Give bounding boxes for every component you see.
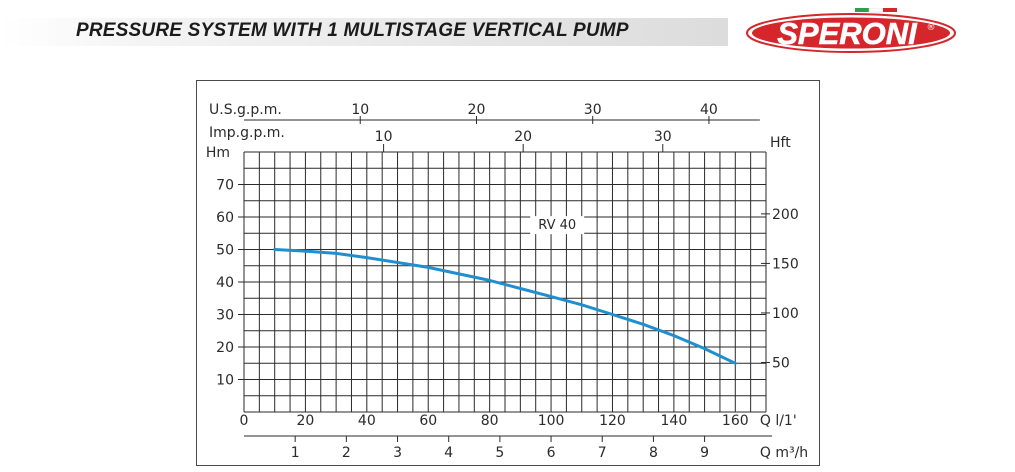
x-impgpm-axis-label: Imp.g.p.m. xyxy=(209,125,285,141)
x-impgpm-tick-label: 20 xyxy=(514,129,532,145)
y-left-tick-label: 70 xyxy=(216,178,234,194)
y-right-tick-label: 150 xyxy=(772,256,799,272)
y-right-tick-label: 200 xyxy=(772,207,799,223)
y-right-tick-label: 50 xyxy=(772,355,790,371)
y-left-tick-label: 50 xyxy=(216,243,234,259)
x-usgpm-tick-label: 40 xyxy=(700,102,718,118)
chart-frame: 10 20 30 40 50 60 70 Hm 50 100 150 200 Hft 0 20 40 60 80 1… xyxy=(196,80,820,466)
y-left-axis-label: Hm xyxy=(206,145,230,161)
curve-label-rv40: RV 40 xyxy=(538,218,576,233)
x-lmin-tick-label: 20 xyxy=(296,413,314,429)
annotation-box xyxy=(530,216,585,235)
flag-green xyxy=(855,8,869,12)
x-lmin-tick-label: 100 xyxy=(538,413,565,429)
flag-red xyxy=(883,8,897,12)
x-m3h-tick-label: 8 xyxy=(649,445,658,461)
speroni-logo: SPERONI ® xyxy=(746,8,956,53)
x-usgpm-tick-label: 10 xyxy=(351,102,369,118)
y-left-tick-label: 20 xyxy=(216,340,234,356)
logo-text: SPERONI xyxy=(777,16,918,51)
x-m3h-tick-label: 9 xyxy=(700,445,709,461)
x-m3h-tick-label: 5 xyxy=(495,445,504,461)
y-left-tick-label: 30 xyxy=(216,308,234,324)
y-left-tick-label: 10 xyxy=(216,373,234,389)
performance-chart: 10 20 30 40 50 60 70 Hm 50 100 150 200 Hft 0 20 40 60 80 1… xyxy=(206,102,808,461)
x-usgpm-tick-label: 30 xyxy=(584,102,602,118)
x-m3h-tick-label: 3 xyxy=(393,445,402,461)
x-usgpm-axis-label: U.S.g.p.m. xyxy=(209,102,282,118)
x-impgpm-tick-label: 10 xyxy=(375,129,393,145)
x-lmin-tick-label: 60 xyxy=(419,413,437,429)
y-left-tick-label: 40 xyxy=(216,275,234,291)
x-lmin-tick-label: 0 xyxy=(240,413,249,429)
x-m3h-axis-label: Q m³/h xyxy=(760,445,808,461)
x-lmin-axis-label: Q l/1' xyxy=(760,413,797,429)
y-left-tick-label: 60 xyxy=(216,210,234,226)
flag-white xyxy=(868,8,884,13)
header-band xyxy=(0,18,728,46)
x-usgpm-tick-label: 20 xyxy=(468,102,486,118)
x-lmin-tick-label: 160 xyxy=(722,413,749,429)
x-m3h-tick-label: 2 xyxy=(342,445,351,461)
x-m3h-tick-label: 7 xyxy=(598,445,607,461)
logo-oval-inner xyxy=(752,17,950,49)
x-m3h-tick-label: 6 xyxy=(547,445,556,461)
y-right-tick-label: 100 xyxy=(772,306,799,322)
x-impgpm-tick-label: 30 xyxy=(654,129,672,145)
x-lmin-tick-label: 120 xyxy=(599,413,626,429)
x-lmin-tick-label: 40 xyxy=(358,413,376,429)
x-lmin-tick-label: 80 xyxy=(481,413,499,429)
logo-registered-mark: ® xyxy=(927,23,936,33)
series-line-rv40 xyxy=(273,248,737,365)
x-m3h-tick-label: 4 xyxy=(444,445,453,461)
page-title: PRESSURE SYSTEM WITH 1 MULTISTAGE VERTIC… xyxy=(76,20,629,41)
y-right-axis-label: Hft xyxy=(770,135,791,151)
x-m3h-tick-label: 1 xyxy=(291,445,300,461)
x-lmin-tick-label: 140 xyxy=(661,413,688,429)
